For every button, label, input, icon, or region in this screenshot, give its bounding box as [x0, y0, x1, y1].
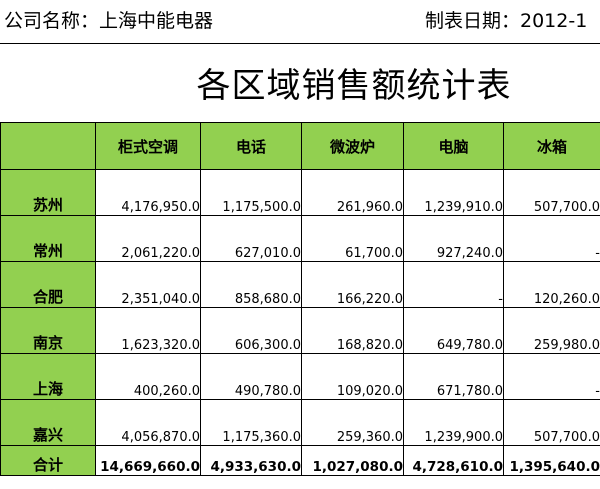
total-value-cell[interactable]: 1,027,080.0: [301, 445, 404, 476]
sales-table: 柜式空调 电话 微波炉 电脑 冰箱 苏州 4,176,950.0 1,175,5…: [0, 122, 600, 476]
row-header-nanjing[interactable]: 南京: [0, 307, 96, 354]
value-cell[interactable]: 1,239,900.0: [403, 399, 504, 446]
value-cell[interactable]: 671,780.0: [403, 353, 504, 400]
value-cell[interactable]: 120,260.0: [503, 261, 600, 308]
value-cell[interactable]: -: [503, 215, 600, 262]
column-header-computer[interactable]: 电脑: [403, 122, 504, 170]
header-row: 柜式空调 电话 微波炉 电脑 冰箱: [0, 122, 600, 170]
column-header-microwave[interactable]: 微波炉: [301, 122, 404, 170]
value-cell[interactable]: 490,780.0: [200, 353, 302, 400]
value-cell[interactable]: 400,260.0: [95, 353, 201, 400]
total-value-cell[interactable]: 14,669,660.0: [95, 445, 201, 476]
company-name-cell[interactable]: 公司名称：上海中能电器: [4, 10, 214, 32]
value-cell[interactable]: 507,700.0: [503, 399, 600, 446]
total-value-cell[interactable]: 4,728,610.0: [403, 445, 504, 476]
value-cell[interactable]: 2,351,040.0: [95, 261, 201, 308]
table-row: 南京 1,623,320.0 606,300.0 168,820.0 649,7…: [0, 307, 600, 354]
table-row: 嘉兴 4,056,870.0 1,175,360.0 259,360.0 1,2…: [0, 399, 600, 446]
value-cell[interactable]: 1,175,500.0: [200, 169, 302, 216]
row-header-total[interactable]: 合计: [0, 445, 96, 476]
value-cell[interactable]: 259,360.0: [301, 399, 404, 446]
column-header-phone[interactable]: 电话: [200, 122, 302, 170]
value-cell[interactable]: 1,175,360.0: [200, 399, 302, 446]
value-cell[interactable]: 649,780.0: [403, 307, 504, 354]
value-cell[interactable]: 261,960.0: [301, 169, 404, 216]
total-value-cell[interactable]: 4,933,630.0: [200, 445, 302, 476]
table-row: 上海 400,260.0 490,780.0 109,020.0 671,780…: [0, 353, 600, 400]
corner-header-cell[interactable]: [0, 122, 96, 170]
column-header-cabinet-ac[interactable]: 柜式空调: [95, 122, 201, 170]
value-cell[interactable]: 858,680.0: [200, 261, 302, 308]
info-row: 公司名称：上海中能电器 制表日期：2012-1: [0, 0, 600, 44]
value-cell[interactable]: 1,239,910.0: [403, 169, 504, 216]
row-header-jiaxing[interactable]: 嘉兴: [0, 399, 96, 446]
sheet-title[interactable]: 各区域销售额统计表: [196, 66, 512, 106]
row-header-suzhou[interactable]: 苏州: [0, 169, 96, 216]
value-cell[interactable]: 4,056,870.0: [95, 399, 201, 446]
value-cell[interactable]: 2,061,220.0: [95, 215, 201, 262]
value-cell[interactable]: 168,820.0: [301, 307, 404, 354]
table-row: 苏州 4,176,950.0 1,175,500.0 261,960.0 1,2…: [0, 169, 600, 216]
table-row: 合肥 2,351,040.0 858,680.0 166,220.0 - 120…: [0, 261, 600, 308]
row-header-changzhou[interactable]: 常州: [0, 215, 96, 262]
row-header-shanghai[interactable]: 上海: [0, 353, 96, 400]
value-cell[interactable]: 166,220.0: [301, 261, 404, 308]
value-cell[interactable]: 109,020.0: [301, 353, 404, 400]
value-cell[interactable]: 61,700.0: [301, 215, 404, 262]
value-cell[interactable]: 259,980.0: [503, 307, 600, 354]
value-cell[interactable]: 4,176,950.0: [95, 169, 201, 216]
value-cell[interactable]: -: [403, 261, 504, 308]
value-cell[interactable]: 927,240.0: [403, 215, 504, 262]
value-cell[interactable]: -: [503, 353, 600, 400]
column-header-fridge[interactable]: 冰箱: [503, 122, 600, 170]
value-cell[interactable]: 1,623,320.0: [95, 307, 201, 354]
value-cell[interactable]: 507,700.0: [503, 169, 600, 216]
row-header-hefei[interactable]: 合肥: [0, 261, 96, 308]
table-row: 常州 2,061,220.0 627,010.0 61,700.0 927,24…: [0, 215, 600, 262]
total-row: 合计 14,669,660.0 4,933,630.0 1,027,080.0 …: [0, 445, 600, 476]
value-cell[interactable]: 627,010.0: [200, 215, 302, 262]
value-cell[interactable]: 606,300.0: [200, 307, 302, 354]
report-date-cell[interactable]: 制表日期：2012-1: [425, 10, 588, 32]
total-value-cell[interactable]: 1,395,640.0: [503, 445, 600, 476]
